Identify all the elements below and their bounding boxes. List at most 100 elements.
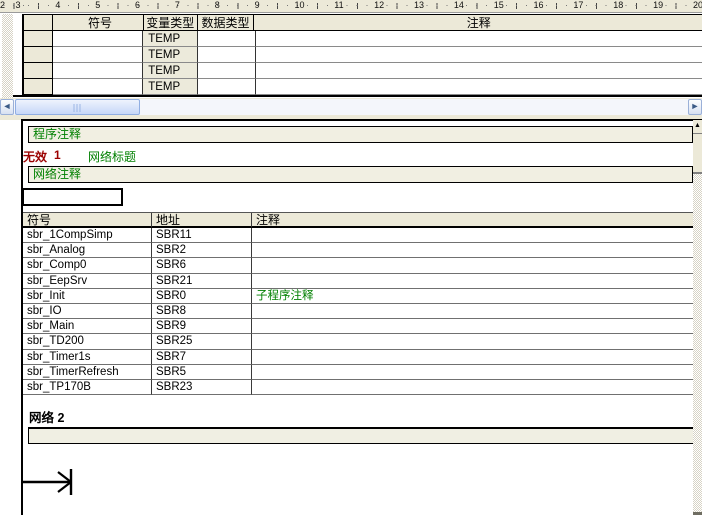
symbol-column-header[interactable]: 符号 [23, 213, 152, 228]
ruler-number: 5 [95, 0, 101, 10]
symbol-table-row[interactable]: sbr_Main SBR9 [23, 319, 693, 335]
symbol-name-cell[interactable]: sbr_IO [23, 303, 152, 320]
ladder-insert-arrow-icon[interactable] [21, 460, 85, 506]
column-header-symbol[interactable]: 符号 [53, 14, 144, 31]
subroutine-comment-cell[interactable] [252, 258, 693, 274]
address-cell[interactable]: SBR21 [152, 273, 252, 289]
horizontal-scroll-thumb[interactable] [15, 99, 140, 115]
program-comment-box[interactable]: 程序注释 [28, 126, 693, 143]
subroutine-comment-cell[interactable] [252, 365, 693, 380]
variable-pane-margin [2, 14, 13, 98]
network-title-line[interactable]: 无效 1 网络标题 [23, 148, 136, 164]
subroutine-comment-cell[interactable] [252, 350, 693, 365]
symbol-name-cell[interactable]: sbr_EepSrv [23, 273, 152, 289]
address-cell[interactable]: SBR11 [152, 228, 252, 244]
symbol-table-row[interactable]: sbr_Analog SBR2 [23, 243, 693, 259]
var-type-cell[interactable]: TEMP [143, 63, 199, 79]
address-cell[interactable]: SBR8 [152, 303, 252, 320]
symbol-name-cell[interactable]: sbr_TP170B [23, 379, 152, 396]
data-type-cell[interactable] [198, 31, 256, 47]
row-selector[interactable] [24, 31, 54, 47]
symbol-name-cell[interactable]: sbr_Timer1s [23, 349, 152, 365]
address-cell[interactable]: SBR6 [152, 258, 252, 274]
symbol-table-row[interactable]: sbr_TimerRefresh SBR5 [23, 364, 693, 380]
var-type-cell[interactable]: TEMP [143, 47, 199, 63]
symbol-name-cell[interactable]: sbr_Comp0 [23, 258, 152, 274]
data-type-cell[interactable] [198, 47, 256, 63]
symbol-name-cell[interactable]: sbr_1CompSimp [23, 228, 152, 244]
column-header-var-type[interactable]: 变量类型 [143, 14, 198, 31]
scroll-up-button[interactable]: ▲ [693, 120, 702, 134]
symbol-cell[interactable] [53, 47, 144, 63]
network-comment-text: 网络注释 [33, 167, 82, 181]
row-selector[interactable] [24, 63, 54, 79]
symbol-table-row[interactable]: sbr_TP170B SBR23 [23, 379, 693, 396]
data-type-cell[interactable] [198, 63, 256, 79]
symbol-table-row[interactable]: sbr_TD200 SBR25 [23, 334, 693, 350]
comment-cell[interactable] [255, 31, 702, 47]
symbol-cell[interactable] [53, 79, 144, 95]
variable-table-body: TEMP TEMP TEMP [24, 31, 702, 95]
network2-comment-box[interactable] [28, 427, 694, 444]
network-number: 1 [54, 148, 61, 162]
symbol-cell[interactable] [53, 31, 144, 47]
scroll-left-button[interactable]: ◄ [0, 99, 14, 115]
symbol-name-cell[interactable]: sbr_Init [23, 288, 152, 304]
symbol-cell[interactable] [53, 63, 144, 79]
symbol-table-row[interactable]: sbr_1CompSimp SBR11 [23, 228, 693, 244]
horizontal-ruler: 2 3 4 5 6 7 8 9 10 11 12 13 14 15 16 17 18 19 20 [0, 0, 702, 13]
ruler-number: 8 [214, 0, 220, 10]
symbol-table-row[interactable]: sbr_Init SBR0 子程序注释 [23, 288, 693, 304]
row-selector[interactable] [24, 79, 54, 95]
address-cell[interactable]: SBR0 [152, 288, 252, 304]
symbol-table-row[interactable]: sbr_Comp0 SBR6 [23, 258, 693, 274]
subroutine-comment-cell[interactable] [252, 304, 693, 320]
data-type-cell[interactable] [198, 79, 256, 95]
symbol-name-cell[interactable]: sbr_Main [23, 319, 152, 335]
subroutine-comment-cell[interactable] [252, 380, 693, 396]
ruler-number: 3 [15, 0, 21, 10]
comment-column-header[interactable]: 注释 [252, 213, 693, 228]
subroutine-comment-cell[interactable] [252, 228, 693, 244]
symbol-name-cell[interactable]: sbr_Analog [23, 243, 152, 259]
symbol-table-row[interactable]: sbr_IO SBR8 [23, 303, 693, 320]
column-header-comment[interactable]: 注释 [254, 14, 702, 31]
network-comment-box[interactable]: 网络注释 [28, 166, 693, 183]
var-type-cell[interactable]: TEMP [143, 79, 199, 95]
column-header-data-type[interactable]: 数据类型 [197, 14, 255, 31]
symbol-name-cell[interactable]: sbr_TimerRefresh [23, 364, 152, 380]
row-selector[interactable] [24, 47, 54, 63]
ruler-number: 6 [135, 0, 141, 10]
scroll-right-button[interactable]: ► [688, 99, 702, 115]
comment-cell[interactable] [255, 47, 702, 63]
ruler-number: 9 [254, 0, 260, 10]
comment-cell[interactable] [255, 79, 702, 95]
vertical-scroll-thumb[interactable] [693, 134, 702, 174]
vertical-scroll-track[interactable] [693, 174, 702, 512]
symbol-table-row[interactable]: sbr_Timer1s SBR7 [23, 349, 693, 365]
address-cell[interactable]: SBR2 [152, 243, 252, 259]
address-cell[interactable]: SBR23 [152, 379, 252, 396]
symbol-name-cell[interactable]: sbr_TD200 [23, 334, 152, 350]
symbol-table-row[interactable]: sbr_EepSrv SBR21 [23, 273, 693, 289]
network-title-text: 网络标题 [88, 150, 137, 164]
subroutine-comment-cell[interactable] [252, 334, 693, 350]
address-cell[interactable]: SBR9 [152, 319, 252, 335]
local-variable-table: 符号 变量类型 数据类型 注释 TEMP TEMP [22, 14, 702, 95]
address-cell[interactable]: SBR5 [152, 364, 252, 380]
subroutine-comment-cell[interactable] [252, 243, 693, 259]
address-cell[interactable]: SBR25 [152, 334, 252, 350]
subroutine-comment-cell[interactable]: 子程序注释 [252, 289, 693, 304]
subroutine-comment-cell[interactable] [252, 274, 693, 289]
address-column-header[interactable]: 地址 [152, 213, 252, 228]
scroll-down-button[interactable] [693, 512, 702, 515]
vertical-scrollbar[interactable]: ▲ [693, 120, 702, 515]
subroutine-comment-cell[interactable] [252, 319, 693, 335]
var-type-cell[interactable]: TEMP [143, 31, 199, 47]
operand-edit-field[interactable] [22, 188, 123, 206]
ruler-number: 17 [573, 0, 584, 10]
horizontal-scrollbar[interactable]: ◄ ► [0, 99, 702, 115]
ruler-number: 10 [294, 0, 305, 10]
comment-cell[interactable] [255, 63, 702, 79]
address-cell[interactable]: SBR7 [152, 349, 252, 365]
